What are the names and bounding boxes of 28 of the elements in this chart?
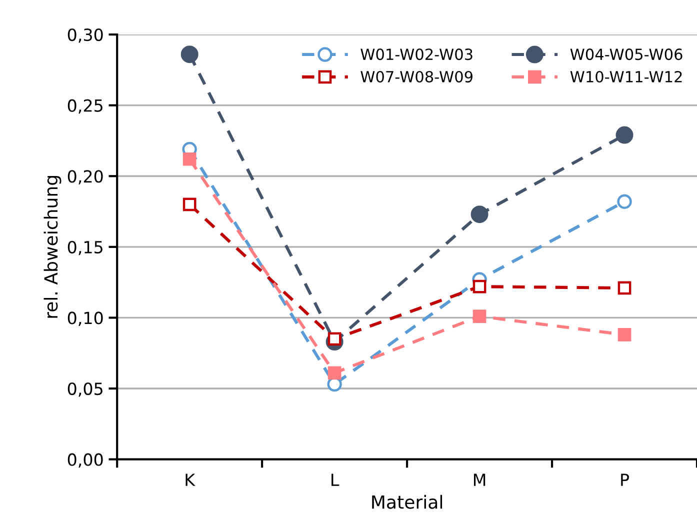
y-tick-label: 0,15	[68, 240, 102, 256]
point	[616, 126, 634, 144]
point	[618, 281, 632, 295]
point	[618, 328, 632, 342]
y-tick-label: 0,00	[68, 453, 103, 468]
x-tick-label: K	[186, 474, 196, 486]
point	[472, 280, 486, 294]
point	[180, 46, 198, 64]
legend-label: W01-W02-W03	[360, 48, 472, 60]
point	[328, 366, 342, 380]
legend-label: W07-W08-W09	[360, 70, 472, 83]
x-tick-label: P	[621, 474, 629, 486]
point	[617, 194, 632, 209]
point	[182, 152, 196, 166]
y-tick-label: 0,25	[68, 99, 102, 114]
y-tick-label: 0,05	[68, 382, 102, 397]
point	[182, 198, 196, 212]
x-tick-label: L	[332, 474, 340, 486]
x-tick-label: M	[474, 474, 486, 486]
y-tick-label: 0,30	[68, 28, 103, 43]
point	[470, 206, 488, 224]
legend-label: W10-W11-W12	[570, 70, 682, 83]
y-tick-label: 0,20	[68, 170, 103, 184]
point	[472, 310, 486, 323]
y-tick-label: 0,10	[68, 312, 103, 326]
y-axis-title: rel. Abweichung	[44, 176, 62, 318]
x-axis-title: Material	[372, 494, 442, 509]
legend-label: W04-W05-W06	[570, 48, 682, 60]
